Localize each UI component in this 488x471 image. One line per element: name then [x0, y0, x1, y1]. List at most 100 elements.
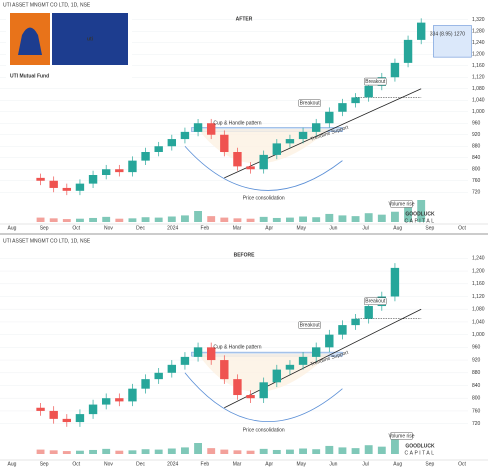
candle-body — [115, 169, 124, 173]
volume-bar — [49, 218, 58, 222]
pattern-shape — [184, 145, 343, 191]
x-tick-label: Nov — [104, 461, 113, 467]
annotation: Breakout — [365, 79, 386, 85]
x-tick-label: Oct — [72, 461, 80, 467]
brand-tag: CAPITAL — [405, 450, 436, 456]
candle-body — [390, 267, 400, 297]
pattern-shape — [224, 308, 422, 409]
volume-bar — [338, 215, 347, 222]
candle-body — [62, 187, 72, 191]
volume-bar — [62, 451, 71, 454]
volume-bar — [299, 448, 307, 454]
x-tick-label: Apr — [265, 461, 273, 467]
y-tick-label: 800 — [472, 167, 481, 173]
y-tick-label: 1,160 — [472, 63, 485, 69]
x-tick-label: Sep — [425, 225, 434, 231]
y-tick-label: 720 — [472, 190, 481, 196]
candle-body — [49, 180, 58, 188]
candle-body — [259, 154, 268, 170]
brand-tag: CAPITAL — [405, 218, 436, 224]
y-tick-label: 760 — [472, 408, 481, 414]
y-tick-label: 1,280 — [472, 29, 485, 35]
pattern-shape — [198, 353, 330, 392]
y-tick-label: 720 — [472, 421, 481, 427]
x-tick-label: Aug — [8, 461, 17, 467]
annotation-box — [390, 200, 413, 208]
x-tick-label: Jul — [362, 225, 368, 231]
x-tick-label: Jun — [329, 461, 337, 467]
candle-body — [154, 372, 163, 380]
candle-body — [206, 347, 216, 361]
pattern-shape — [224, 88, 422, 179]
x-tick-label: Aug — [393, 461, 402, 467]
x-tick-label: Apr — [265, 225, 273, 231]
y-tick-label: 1,200 — [472, 268, 485, 274]
volume-bar — [338, 447, 347, 454]
volume-bar — [364, 445, 373, 454]
y-tick-label: 1,120 — [472, 294, 485, 300]
x-tick-label: Mar — [233, 461, 242, 467]
x-tick-label: Aug — [8, 225, 17, 231]
annotation: Volume rise — [388, 433, 414, 439]
volume-bar — [259, 216, 268, 222]
candle-body — [338, 103, 347, 112]
candle-body — [311, 123, 321, 132]
volume-bar — [36, 449, 45, 454]
candle-body — [416, 22, 426, 40]
candle-body — [167, 139, 177, 147]
annotation: Breakout — [365, 299, 386, 305]
annotation: Breakout — [300, 100, 321, 106]
y-tick-label: 840 — [472, 383, 481, 389]
volume-bar — [62, 219, 71, 222]
candle-body — [49, 410, 58, 419]
y-tick-label: 1,040 — [472, 319, 485, 325]
y-tick-label: 760 — [472, 178, 481, 184]
candle-body — [246, 166, 255, 170]
volume-bar — [89, 449, 97, 454]
candle-body — [36, 177, 45, 181]
volume-bar — [286, 449, 294, 454]
volume-bar — [167, 448, 176, 454]
x-tick-label: Jun — [329, 225, 337, 231]
y-tick-label: 1,240 — [472, 256, 485, 262]
volume-bar — [194, 443, 202, 454]
x-tick-label: Mar — [233, 225, 242, 231]
volume-bar — [391, 439, 399, 454]
candle-body — [75, 183, 85, 191]
x-tick-label: Sep — [40, 461, 49, 467]
volume-bar — [220, 217, 229, 222]
volume-bar — [325, 445, 334, 454]
candle-body — [285, 364, 295, 370]
volume-bar — [299, 216, 307, 222]
logo-word-bg — [52, 13, 128, 65]
candle-body — [141, 379, 150, 389]
volume-bar — [391, 211, 399, 222]
y-tick-label: 920 — [472, 357, 481, 363]
annotation-box — [390, 432, 413, 440]
candle-body — [338, 325, 347, 335]
annotation-box — [364, 297, 387, 305]
annotation-box — [298, 321, 321, 329]
candle-body — [128, 160, 137, 173]
candle-body — [259, 382, 268, 399]
volume-bar — [417, 200, 426, 222]
volume-bar — [207, 216, 216, 222]
brand-name: GOODLUCK — [405, 211, 435, 217]
logo-mark: uti — [87, 36, 94, 42]
candle-body — [351, 97, 360, 104]
volume-bar — [89, 217, 97, 222]
candle-body — [233, 152, 242, 167]
candle-body — [36, 407, 45, 411]
chart-title: AFTER — [236, 16, 253, 22]
candle-body — [128, 388, 137, 402]
volume-bar — [377, 446, 386, 454]
x-tick-label: Nov — [104, 225, 113, 231]
y-tick-label: 1,320 — [472, 17, 485, 23]
volume-bar — [207, 448, 216, 454]
volume-bar — [364, 213, 373, 222]
candle-body — [141, 152, 150, 161]
x-tick-label: Sep — [425, 461, 434, 467]
candle-body — [220, 360, 229, 380]
volume-bar — [377, 214, 386, 222]
header: UTI ASSET MNGMT CO LTD, 1D, NSE — [3, 238, 91, 244]
